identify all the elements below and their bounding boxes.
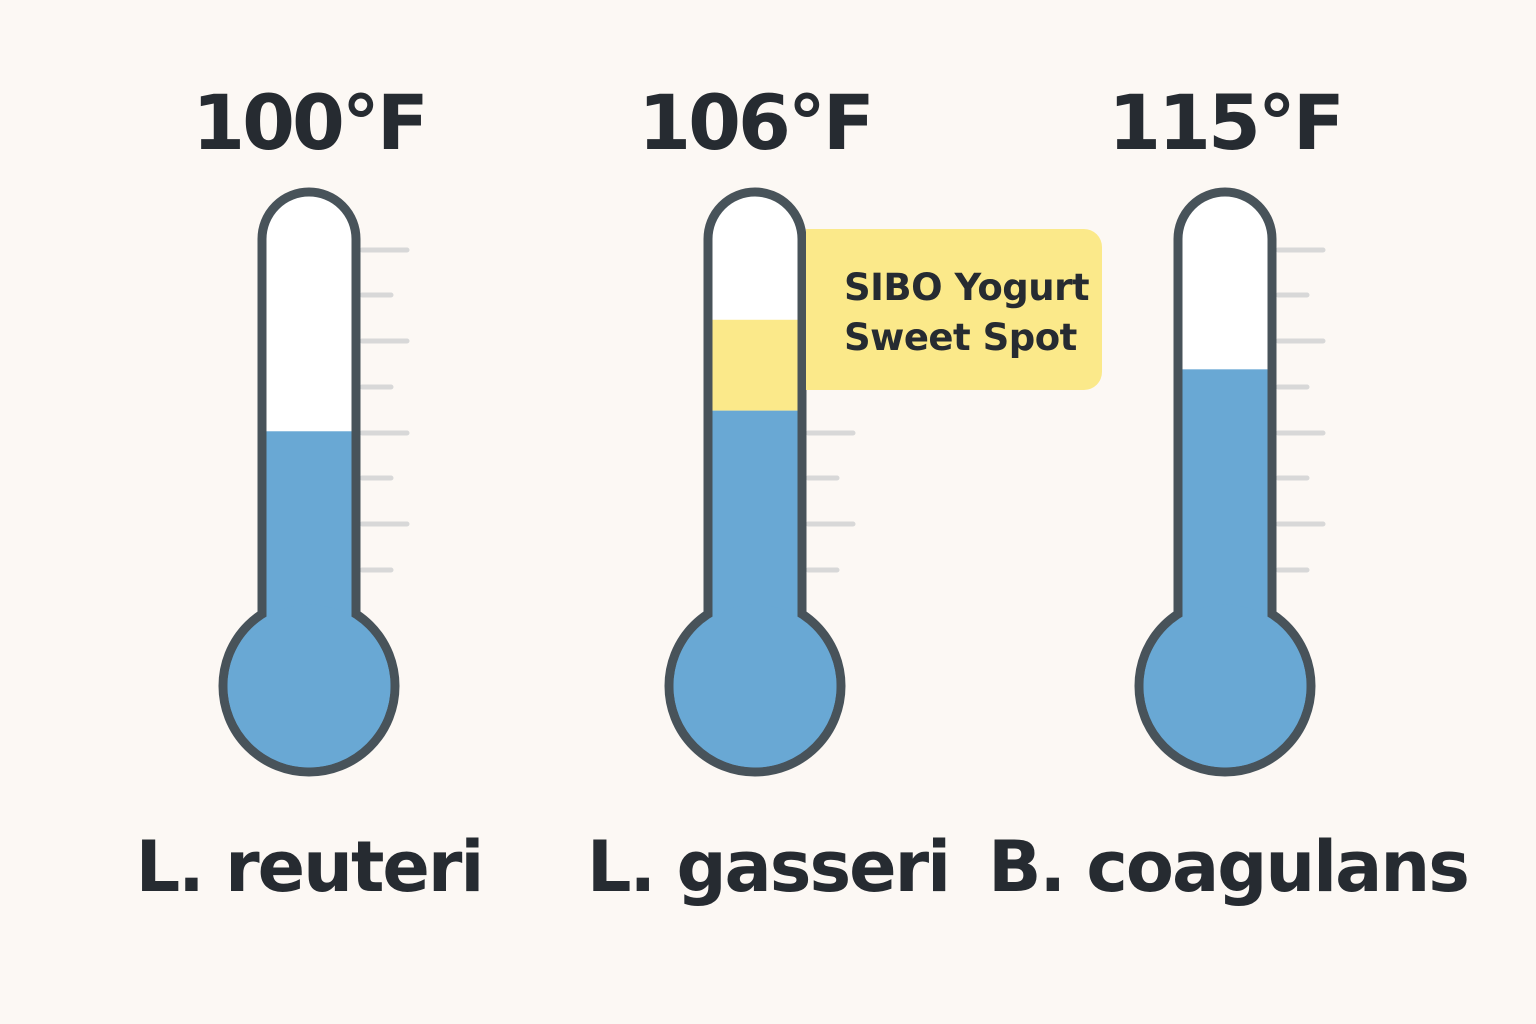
- callout-line-2: Sweet Spot: [844, 316, 1077, 359]
- sweet-spot-band: [712, 319, 798, 411]
- strain-name-b-coagulans: B. coagulans: [988, 826, 1470, 908]
- bulb-fill-l-reuteri: [227, 604, 391, 768]
- callout-line-1: SIBO Yogurt: [844, 266, 1090, 309]
- bulb-fill-b-coagulans: [1143, 604, 1307, 768]
- temperature-label-b-coagulans: 115°F: [1108, 78, 1345, 167]
- sweet-spot-callout: SIBO Yogurt Sweet Spot: [806, 229, 1102, 390]
- temperature-label-l-gasseri: 106°F: [638, 78, 875, 167]
- bulb-fill-l-gasseri: [673, 604, 837, 768]
- strain-name-l-reuteri: L. reuteri: [135, 826, 485, 908]
- temperature-label-l-reuteri: 100°F: [192, 78, 429, 167]
- strain-name-l-gasseri: L. gasseri: [586, 826, 951, 908]
